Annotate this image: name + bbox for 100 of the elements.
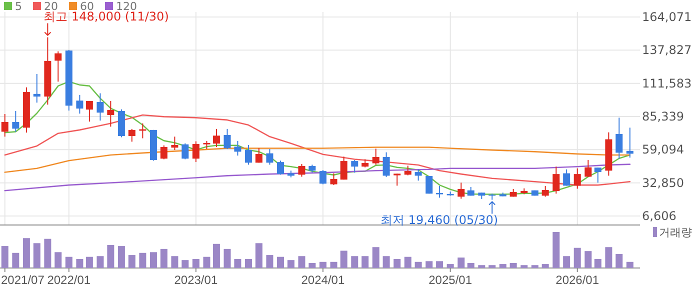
candlestick — [319, 170, 326, 185]
bar — [382, 256, 390, 268]
candlestick — [224, 128, 231, 150]
candlestick — [86, 100, 93, 122]
candlestick — [574, 168, 581, 190]
bar — [33, 243, 40, 268]
bar — [255, 243, 262, 268]
candlestick — [212, 128, 220, 148]
bar — [160, 248, 168, 268]
candlestick — [563, 168, 570, 186]
bar — [605, 247, 612, 268]
bar — [308, 262, 316, 268]
candlestick — [372, 148, 380, 166]
x-tick-label: 2022/01 — [47, 273, 91, 287]
candlestick — [330, 172, 338, 186]
candlestick — [76, 94, 84, 114]
bar — [340, 250, 348, 268]
bar — [12, 252, 20, 268]
y-tick-label: 111,583 — [642, 76, 692, 90]
y-tick-label: 85,339 — [642, 109, 684, 124]
bar — [499, 264, 506, 268]
candlestick — [255, 148, 262, 164]
bar — [86, 256, 93, 268]
bar — [520, 265, 528, 268]
candlestick — [394, 173, 401, 186]
bar — [467, 262, 474, 268]
bar — [362, 256, 369, 268]
bar — [351, 256, 358, 268]
candlestick — [107, 100, 114, 128]
bar — [542, 264, 549, 268]
candlestick — [160, 144, 168, 160]
bar — [150, 252, 157, 268]
bar — [1, 246, 8, 268]
candlestick — [244, 144, 252, 166]
line-series — [4, 114, 631, 186]
candlestick — [1, 114, 8, 138]
line-series — [4, 164, 631, 192]
bar — [394, 259, 401, 268]
candlestick — [414, 168, 422, 182]
candlestick — [33, 73, 40, 104]
bar — [287, 260, 294, 268]
bar — [319, 262, 326, 268]
candlestick — [192, 140, 200, 163]
bar — [404, 256, 412, 268]
bar — [96, 256, 104, 268]
bar — [266, 255, 274, 268]
bar — [54, 252, 62, 268]
bar — [584, 251, 592, 268]
x-tick-label: 2023/01 — [174, 273, 218, 287]
candlestick — [12, 110, 20, 132]
bar — [192, 259, 200, 268]
bar — [626, 262, 634, 268]
candlestick — [298, 163, 306, 178]
y-tick-label: 164,071 — [642, 10, 692, 24]
candlestick — [584, 160, 592, 178]
bar — [277, 256, 284, 268]
bar — [330, 262, 338, 268]
candlestick — [594, 167, 602, 184]
candlestick — [182, 142, 189, 160]
bar — [616, 254, 623, 268]
legend-label: 거래량 — [659, 226, 692, 239]
y-tick-label: 137,827 — [642, 43, 692, 58]
bar — [224, 248, 231, 268]
bar — [118, 246, 125, 268]
candlestick — [234, 140, 242, 156]
candlestick — [542, 185, 549, 198]
bar — [414, 262, 422, 268]
bar — [244, 259, 252, 268]
candlestick — [382, 152, 390, 178]
candlestick — [404, 165, 412, 176]
bar — [298, 256, 306, 268]
candlestick — [626, 127, 634, 158]
candlestick — [616, 117, 623, 160]
bar — [488, 265, 496, 268]
bar — [458, 258, 465, 268]
candlestick — [277, 160, 284, 176]
bar — [552, 232, 560, 268]
y-tick-label: 6,606 — [642, 209, 676, 224]
bar — [76, 259, 84, 268]
bar — [44, 238, 52, 268]
bar — [65, 256, 72, 268]
bar — [22, 238, 30, 268]
candlestick — [171, 136, 178, 151]
bar — [234, 259, 242, 268]
bar — [478, 265, 486, 268]
bar — [563, 256, 570, 268]
bar — [182, 260, 189, 268]
bar — [128, 255, 136, 268]
bar — [446, 264, 454, 268]
x-tick-label: 2025/01 — [428, 273, 472, 287]
candlestick — [351, 160, 358, 174]
annotation: 최저 19,460 (05/30) — [380, 212, 498, 227]
candlestick — [54, 50, 62, 82]
bar — [203, 256, 210, 268]
bar — [510, 262, 517, 268]
bar — [107, 244, 114, 268]
candlestick — [340, 156, 348, 180]
bar — [531, 265, 538, 268]
candlestick — [266, 148, 274, 166]
candlestick — [458, 182, 465, 200]
